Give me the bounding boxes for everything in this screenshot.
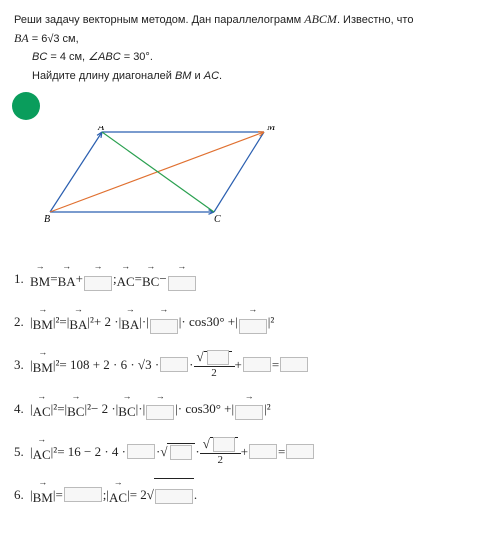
equations: 1. BM = BA + ; AC = BC − 2. |BM|² = |BA|…	[14, 260, 486, 513]
input-box[interactable]	[280, 357, 308, 372]
input-box[interactable]	[168, 276, 196, 291]
input-box[interactable]	[235, 405, 263, 420]
svg-text:A: A	[97, 126, 105, 133]
given-bc: BC = 4 см, ∠ABC = 30°.	[32, 49, 486, 66]
task: Найдите длину диагоналей BM и AC.	[32, 68, 486, 85]
input-box[interactable]	[249, 444, 277, 459]
problem-text: Реши задачу векторным методом. Дан парал…	[14, 10, 486, 29]
input-box[interactable]	[64, 487, 102, 502]
input-box[interactable]	[170, 445, 192, 460]
svg-text:M: M	[266, 126, 276, 133]
eq-3: 3. |BM|² = 108 + 2 · 6 · √3 · · 2 + =	[14, 346, 486, 383]
svg-text:C: C	[214, 214, 221, 225]
eq-4: 4. |AC|² = |BC|² − 2 · |BC| · || · cos30…	[14, 390, 486, 427]
input-box[interactable]	[213, 437, 235, 452]
input-box[interactable]	[239, 319, 267, 334]
eq-2: 2. |BM|² = |BA|² + 2 · |BA| · || · cos30…	[14, 303, 486, 340]
given-ba: BA = 6√3 см,	[14, 29, 486, 48]
eq-6: 6. |BM| = ; |AC| = 2√.	[14, 476, 486, 513]
input-box[interactable]	[146, 405, 174, 420]
input-box[interactable]	[150, 319, 178, 334]
input-box[interactable]	[127, 444, 155, 459]
parallelogram-diagram: A M B C	[44, 126, 486, 230]
input-box[interactable]	[207, 350, 229, 365]
input-box[interactable]	[243, 357, 271, 372]
input-box[interactable]	[84, 276, 112, 291]
svg-text:B: B	[44, 214, 50, 225]
badge-icon	[12, 92, 40, 120]
eq-1: 1. BM = BA + ; AC = BC −	[14, 260, 486, 297]
input-box[interactable]	[155, 489, 193, 504]
input-box[interactable]	[286, 444, 314, 459]
input-box[interactable]	[160, 357, 188, 372]
eq-5: 5. |AC|² = 16 − 2 · 4 · · · 2 + =	[14, 433, 486, 470]
